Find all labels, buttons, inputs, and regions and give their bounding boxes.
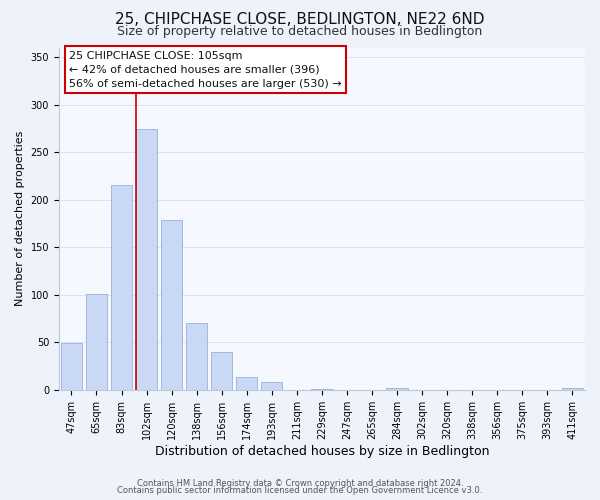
Text: Contains public sector information licensed under the Open Government Licence v3: Contains public sector information licen… — [118, 486, 482, 495]
Text: 25, CHIPCHASE CLOSE, BEDLINGTON, NE22 6ND: 25, CHIPCHASE CLOSE, BEDLINGTON, NE22 6N… — [115, 12, 485, 28]
Y-axis label: Number of detached properties: Number of detached properties — [15, 131, 25, 306]
X-axis label: Distribution of detached houses by size in Bedlington: Distribution of detached houses by size … — [155, 444, 489, 458]
Bar — [136, 130, 157, 390]
Bar — [236, 376, 257, 390]
Bar — [311, 389, 332, 390]
Bar — [111, 186, 132, 390]
Bar — [211, 352, 232, 390]
Bar — [161, 220, 182, 390]
Bar — [86, 294, 107, 390]
Bar — [186, 324, 208, 390]
Text: 25 CHIPCHASE CLOSE: 105sqm
← 42% of detached houses are smaller (396)
56% of sem: 25 CHIPCHASE CLOSE: 105sqm ← 42% of deta… — [70, 51, 342, 89]
Text: Contains HM Land Registry data © Crown copyright and database right 2024.: Contains HM Land Registry data © Crown c… — [137, 478, 463, 488]
Bar — [562, 388, 583, 390]
Text: Size of property relative to detached houses in Bedlington: Size of property relative to detached ho… — [118, 25, 482, 38]
Bar — [386, 388, 408, 390]
Bar — [61, 343, 82, 390]
Bar — [261, 382, 283, 390]
